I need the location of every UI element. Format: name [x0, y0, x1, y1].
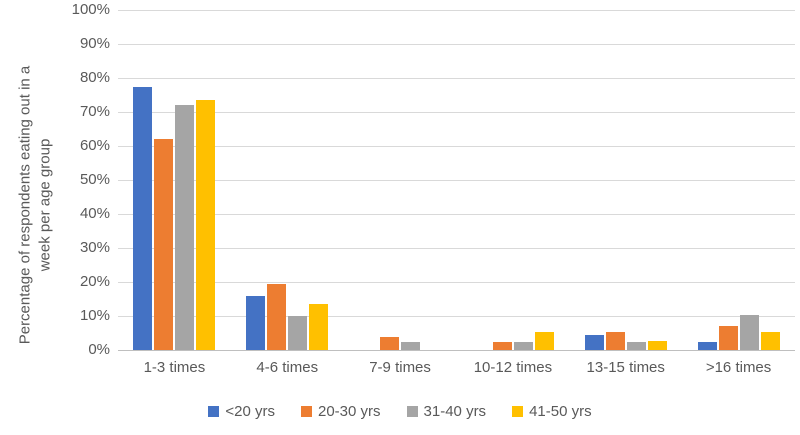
legend-label: 31-40 yrs	[423, 403, 487, 420]
bar	[196, 100, 216, 350]
y-tick-label: 100%	[71, 1, 110, 18]
y-tick-label: 10%	[79, 307, 110, 324]
bar-group	[344, 337, 457, 350]
bar	[246, 295, 266, 350]
x-axis-category-label: 4-6 times	[256, 359, 319, 376]
bar	[309, 304, 329, 350]
y-tick-label: 90%	[79, 35, 110, 52]
bar	[154, 139, 174, 350]
x-axis-category-label: 13-15 times	[586, 359, 665, 376]
bar	[288, 316, 308, 350]
bar	[401, 341, 421, 350]
legend-item: 41-50 yrs	[512, 403, 592, 420]
plot-groups	[118, 10, 795, 350]
gridline	[118, 146, 795, 147]
y-tick-label: 70%	[79, 103, 110, 120]
gridline	[118, 112, 795, 113]
bar	[760, 331, 780, 350]
bar	[534, 331, 554, 350]
legend: <20 yrs 20-30 yrs 31-40 yrs 41-50 yrs	[0, 403, 800, 420]
bar	[492, 341, 512, 350]
x-axis-category-label: 1-3 times	[143, 359, 206, 376]
bar	[626, 341, 646, 350]
bar-group	[682, 314, 795, 350]
bar	[739, 314, 759, 350]
bar	[380, 337, 400, 350]
bar	[647, 340, 667, 350]
gridline	[118, 78, 795, 79]
y-tick-label: 50%	[79, 171, 110, 188]
y-tick-label: 30%	[79, 239, 110, 256]
y-tick-label: 80%	[79, 69, 110, 86]
legend-label: 41-50 yrs	[529, 403, 592, 420]
legend-color-marker	[512, 406, 524, 417]
bar-group	[569, 331, 682, 350]
y-axis-ticks: 0% 10% 20% 30% 40% 50% 60% 70% 80% 90% 100%	[0, 1, 110, 358]
bar	[513, 341, 533, 350]
bar-group	[231, 283, 344, 350]
bar	[718, 326, 738, 350]
legend-item: 31-40 yrs	[406, 403, 487, 420]
x-axis-category-label: >16 times	[705, 359, 772, 376]
plot-area	[118, 10, 795, 351]
legend-label: 20-30 yrs	[318, 403, 381, 420]
gridline	[118, 282, 795, 283]
legend-item: <20 yrs	[208, 403, 275, 420]
legend-color-marker	[208, 406, 220, 417]
bar-group	[118, 86, 231, 350]
y-tick-label: 40%	[79, 205, 110, 222]
bar	[175, 105, 195, 350]
y-tick-label: 60%	[79, 137, 110, 154]
legend-item: 20-30 yrs	[301, 403, 381, 420]
gridline	[118, 10, 795, 11]
bar	[133, 86, 153, 350]
legend-color-marker	[406, 406, 418, 417]
bar-group	[456, 331, 569, 350]
bar	[267, 283, 287, 350]
bar	[697, 342, 717, 350]
x-axis-category-label: 10-12 times	[473, 359, 553, 376]
gridline	[118, 214, 795, 215]
gridline	[118, 248, 795, 249]
bar	[584, 334, 604, 350]
x-axis-labels: 1-3 times 4-6 times 7-9 times 10-12 times 13…	[118, 359, 795, 376]
gridline	[118, 316, 795, 317]
y-tick-label: 0%	[88, 341, 110, 358]
x-axis-category-label: 7-9 times	[369, 359, 431, 376]
legend-color-marker	[301, 406, 312, 417]
bar	[605, 331, 625, 350]
gridline	[118, 44, 795, 45]
legend-label: <20 yrs	[225, 403, 275, 420]
y-tick-label: 20%	[79, 273, 110, 290]
gridline	[118, 180, 795, 181]
